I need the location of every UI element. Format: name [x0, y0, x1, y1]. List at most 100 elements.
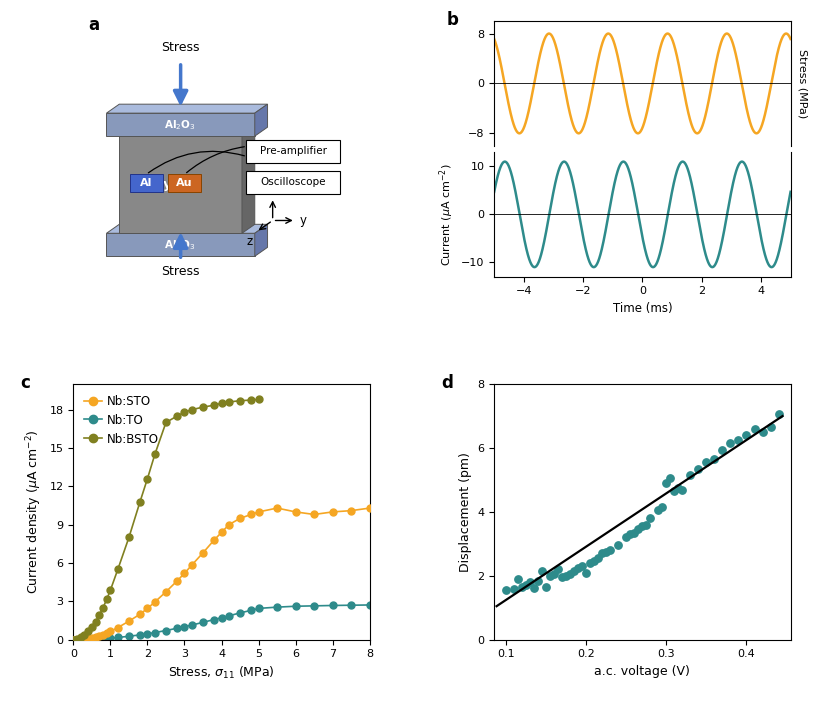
- Point: [596, 548, 609, 559]
- Y-axis label: Current ($\mu$A cm$^{-2}$): Current ($\mu$A cm$^{-2}$): [437, 163, 456, 266]
- Point: [664, 472, 677, 484]
- Point: [134, 629, 147, 640]
- Point: [271, 503, 284, 514]
- Point: [740, 430, 753, 441]
- Point: [623, 529, 637, 540]
- FancyBboxPatch shape: [246, 140, 341, 163]
- Text: Pre-amplifier: Pre-amplifier: [260, 146, 327, 157]
- Point: [93, 633, 106, 645]
- Point: [724, 437, 737, 449]
- Point: [82, 626, 95, 637]
- Text: a: a: [89, 16, 99, 34]
- Point: [74, 632, 87, 643]
- Point: [122, 631, 135, 642]
- Point: [756, 427, 769, 438]
- Point: [584, 557, 597, 569]
- Text: Au: Au: [176, 179, 192, 188]
- Point: [185, 619, 198, 631]
- Polygon shape: [107, 104, 267, 113]
- Polygon shape: [255, 224, 267, 257]
- Point: [215, 612, 228, 624]
- Point: [215, 398, 228, 409]
- Y-axis label: Current density ($\mu$A cm$^{-2}$): Current density ($\mu$A cm$^{-2}$): [24, 430, 44, 594]
- Point: [96, 629, 109, 640]
- Point: [684, 470, 697, 481]
- Point: [208, 614, 221, 625]
- Point: [345, 600, 358, 611]
- Point: [196, 401, 209, 413]
- Point: [208, 399, 221, 411]
- Point: [252, 506, 265, 517]
- Point: [178, 621, 191, 632]
- Point: [636, 521, 649, 532]
- Point: [592, 553, 605, 564]
- Point: [86, 633, 99, 645]
- Point: [122, 616, 135, 627]
- Point: [628, 527, 641, 538]
- Point: [716, 444, 729, 456]
- Point: [772, 409, 785, 420]
- Point: [672, 482, 685, 494]
- Point: [764, 422, 777, 433]
- Y-axis label: Displacement (pm): Displacement (pm): [459, 452, 472, 572]
- Point: [234, 395, 247, 406]
- Point: [160, 625, 173, 636]
- Point: [535, 565, 548, 576]
- Point: [71, 633, 84, 645]
- Polygon shape: [107, 113, 255, 136]
- Text: Al: Al: [140, 179, 152, 188]
- Point: [307, 509, 320, 520]
- Point: [500, 585, 513, 596]
- Point: [89, 631, 102, 643]
- Text: Crystal: Crystal: [148, 178, 197, 191]
- Point: [676, 484, 689, 495]
- Point: [96, 602, 109, 614]
- Point: [104, 633, 117, 644]
- Point: [556, 572, 569, 583]
- Polygon shape: [255, 104, 267, 136]
- Point: [170, 575, 183, 586]
- Point: [148, 596, 161, 607]
- Point: [572, 562, 585, 574]
- Point: [604, 545, 617, 556]
- Point: [89, 616, 102, 627]
- Point: [620, 532, 633, 543]
- Point: [512, 574, 525, 585]
- Point: [345, 505, 358, 516]
- Point: [692, 463, 705, 475]
- Polygon shape: [242, 127, 255, 233]
- Point: [96, 633, 109, 645]
- Point: [134, 496, 147, 508]
- Point: [544, 570, 557, 581]
- Point: [160, 586, 173, 598]
- Point: [244, 509, 258, 520]
- Point: [548, 569, 561, 580]
- Point: [234, 607, 247, 619]
- Point: [640, 519, 653, 530]
- Point: [644, 512, 657, 524]
- Text: d: d: [441, 374, 452, 392]
- Point: [307, 600, 320, 612]
- Point: [289, 600, 302, 612]
- Point: [252, 394, 265, 405]
- Point: [93, 631, 106, 642]
- Text: Oscilloscope: Oscilloscope: [260, 177, 326, 187]
- Point: [520, 580, 533, 591]
- Point: [196, 547, 209, 558]
- Point: [222, 519, 236, 530]
- Point: [252, 602, 265, 614]
- Text: z: z: [246, 235, 253, 247]
- Point: [575, 560, 588, 572]
- Text: Al$_2$O$_3$: Al$_2$O$_3$: [164, 117, 195, 131]
- Point: [178, 567, 191, 579]
- Point: [363, 503, 377, 514]
- Point: [104, 626, 117, 637]
- Text: x: x: [269, 181, 276, 193]
- Point: [732, 434, 745, 446]
- Legend: Nb:STO, Nb:TO, Nb:BSTO: Nb:STO, Nb:TO, Nb:BSTO: [79, 390, 163, 450]
- Point: [271, 602, 284, 613]
- Point: [67, 634, 80, 645]
- Point: [244, 605, 258, 616]
- Point: [700, 457, 713, 468]
- Point: [93, 610, 106, 621]
